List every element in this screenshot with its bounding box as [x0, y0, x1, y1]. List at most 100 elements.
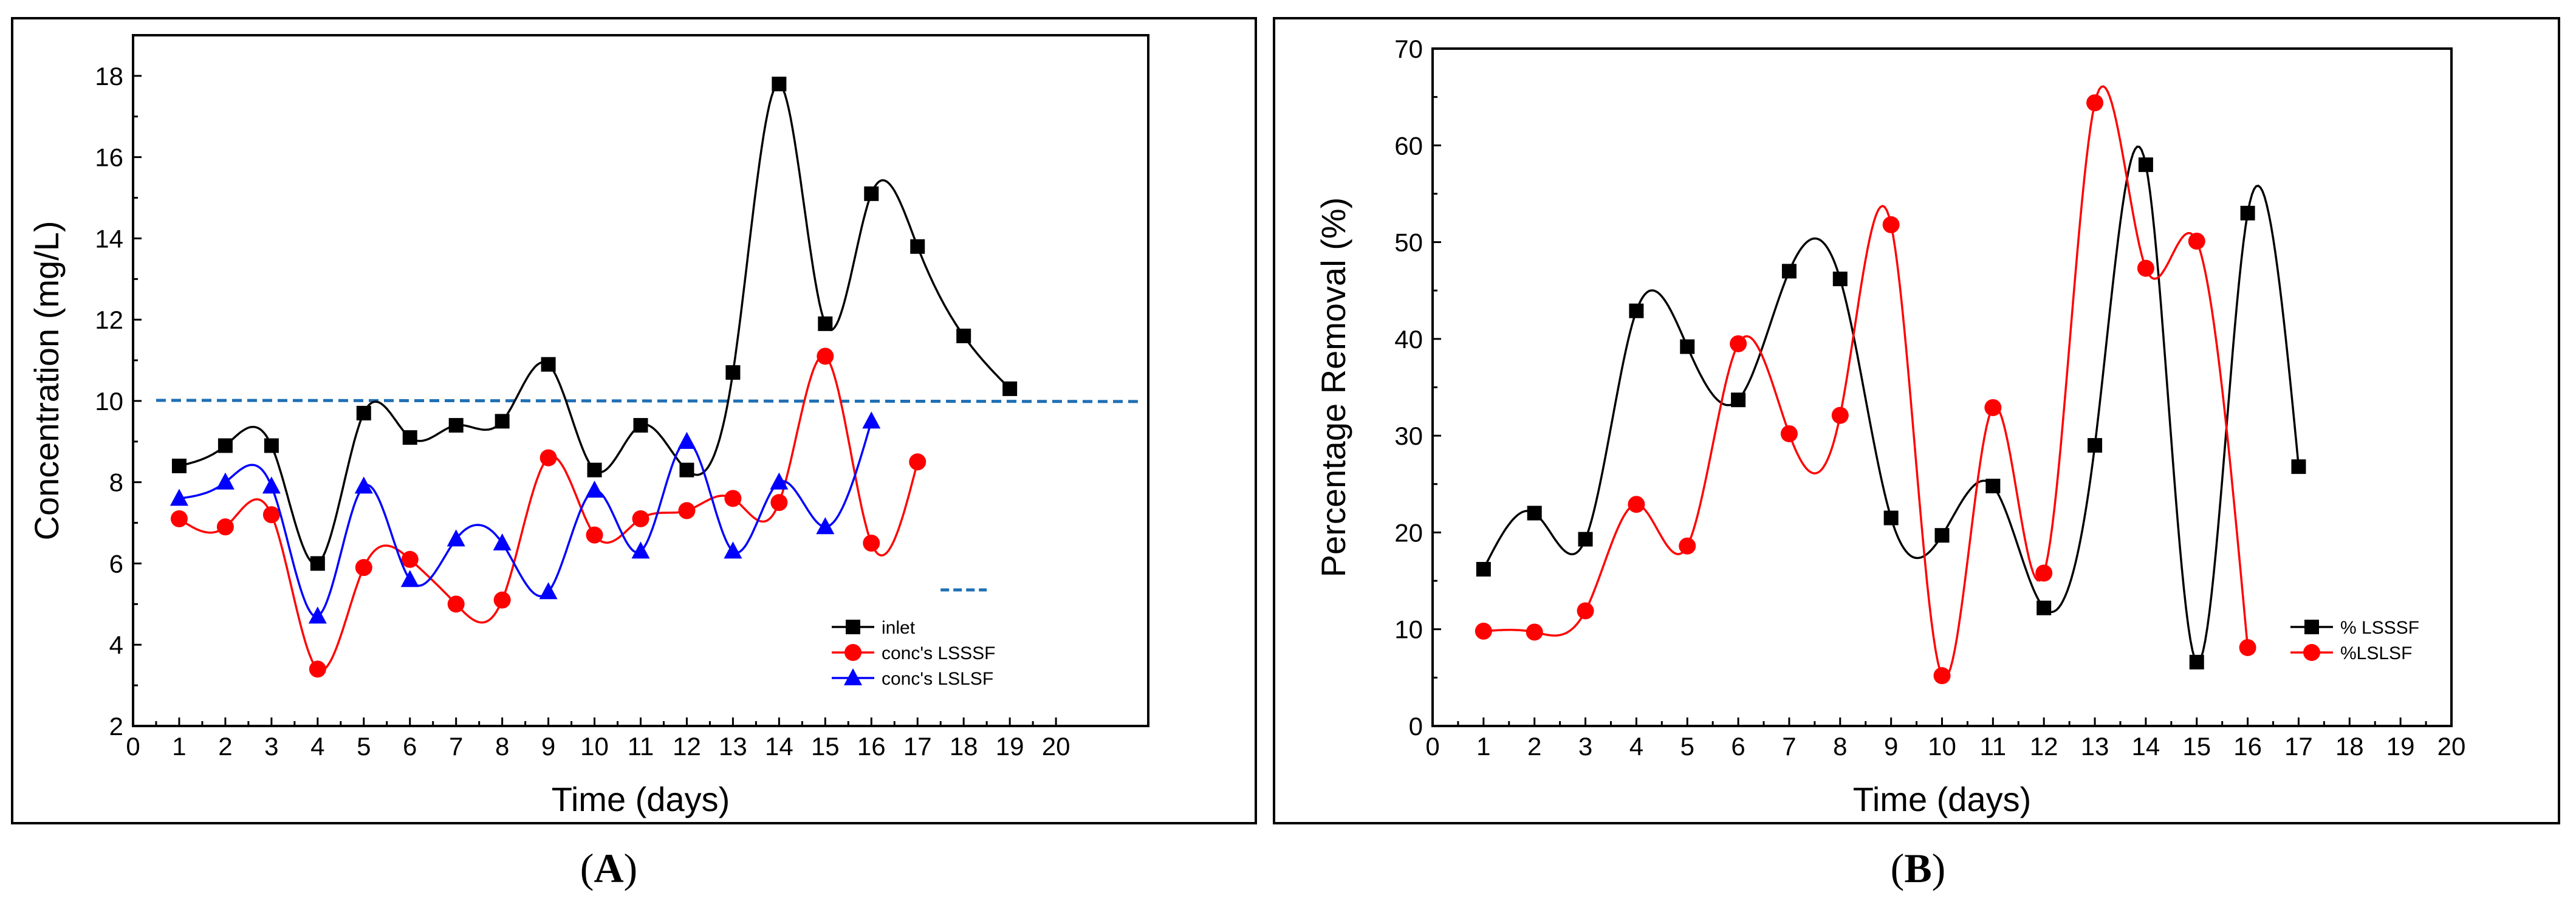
data-point-conc-s-lslsf [770, 472, 789, 490]
data-point-conc-s-lsssf [678, 502, 696, 519]
data-point-conc-s-lsssf [770, 494, 788, 512]
y-axis-title: Concentration (mg/L) [27, 221, 66, 540]
plot-area [1431, 47, 2453, 727]
data-point-conc-s-lslsf [447, 529, 465, 547]
x-tick-label: 19 [996, 732, 1024, 761]
x-tick-label: 8 [495, 732, 509, 761]
x-tick-label: 8 [1833, 732, 1847, 761]
y-tick-label: 70 [1394, 35, 1423, 63]
x-tick-label: 15 [811, 732, 840, 761]
data-point-inlet [910, 239, 925, 254]
data-point-inlet [679, 462, 694, 478]
data-point-lsssf [1629, 303, 1644, 318]
data-point-lsssf [1985, 478, 2001, 493]
data-point-lsssf [2291, 459, 2306, 474]
data-point-conc-s-lslsf [539, 582, 558, 600]
data-point-lslsf [1831, 406, 1849, 424]
data-point-inlet [495, 414, 510, 429]
data-point-conc-s-lslsf [816, 517, 835, 535]
data-point-conc-s-lsssf [447, 595, 465, 613]
data-point-lsssf [1578, 532, 1593, 547]
x-tick-label: 19 [2386, 732, 2415, 761]
data-point-lslsf [1730, 335, 1747, 352]
data-point-conc-s-lslsf [493, 533, 512, 551]
series-line-lslsf [1483, 85, 2249, 680]
y-tick-label: 50 [1394, 228, 1423, 257]
data-point-lslsf [2188, 232, 2205, 250]
x-tick-label: 1 [1476, 732, 1490, 761]
x-axis-title: Time (days) [1853, 780, 2032, 818]
series-inlet [171, 77, 1018, 571]
y-tick-label: 8 [109, 468, 123, 497]
data-point-lslsf [1475, 622, 1492, 640]
data-point-conc-s-lslsf [631, 541, 650, 559]
legend-marker [2303, 644, 2320, 661]
series-lslsf [1475, 85, 2256, 685]
data-point-inlet [264, 438, 279, 453]
data-point-conc-s-lslsf [216, 472, 235, 490]
y-tick-label: 16 [95, 143, 123, 172]
data-point-conc-s-lslsf [724, 541, 742, 559]
series-conc-s-lslsf [170, 411, 881, 624]
panel-frame [11, 17, 1257, 824]
data-point-lsssf [2138, 157, 2153, 173]
x-tick-label: 3 [264, 732, 278, 761]
legend-label: %LSLSF [2340, 643, 2412, 663]
x-tick-label: 6 [403, 732, 417, 761]
data-point-lslsf [1780, 425, 1798, 442]
data-point-inlet [218, 438, 233, 453]
data-point-conc-s-lsssf [724, 490, 742, 507]
y-tick-label: 2 [109, 712, 123, 741]
data-point-conc-s-lslsf [677, 431, 696, 449]
x-tick-label: 5 [357, 732, 371, 761]
data-point-lsssf [1476, 561, 1491, 577]
y-tick-label: 10 [95, 387, 123, 416]
x-tick-label: 14 [765, 732, 793, 761]
data-point-conc-s-lslsf [262, 476, 281, 494]
x-tick-label: 7 [1782, 732, 1796, 761]
x-tick-label: 17 [2284, 732, 2313, 761]
x-tick-label: 2 [1527, 732, 1541, 761]
y-tick-label: 0 [1409, 712, 1423, 741]
legend: inlet conc's LSSSF conc's LSLSF [832, 618, 995, 689]
x-tick-label: 20 [1042, 732, 1070, 761]
legend-label: % LSSSF [2340, 618, 2419, 638]
data-point-lslsf [1628, 496, 1645, 513]
data-point-conc-s-lsssf [909, 453, 927, 471]
plot-area [132, 34, 1149, 727]
data-point-conc-s-lslsf [170, 488, 188, 506]
x-tick-label: 16 [857, 732, 886, 761]
data-point-conc-s-lsssf [586, 526, 603, 544]
data-point-lsssf [2189, 654, 2204, 669]
data-point-lsssf [1680, 339, 1695, 354]
legend-marker [846, 620, 860, 634]
x-tick-label: 4 [310, 732, 324, 761]
y-tick-label: 10 [1394, 615, 1423, 644]
x-tick-label: 10 [580, 732, 609, 761]
data-point-lsssf [2088, 438, 2103, 453]
series-line-conc-s-lsssf [179, 354, 919, 672]
legend-marker [844, 668, 862, 685]
y-tick-label: 18 [95, 62, 123, 91]
data-point-lsssf [1832, 272, 1848, 287]
y-tick-label: 60 [1394, 131, 1423, 160]
data-point-inlet [541, 357, 556, 372]
chart-panel-a: 0 1 2 3 4 5 6 7 8 9 10 11 12 13 14 15 16 17 18 19 2024681012… [11, 17, 1257, 891]
data-point-lsssf [1731, 392, 1746, 408]
series-conc-s-lsssf [170, 348, 927, 678]
x-tick-label: 16 [2233, 732, 2262, 761]
x-tick-label: 3 [1578, 732, 1592, 761]
data-point-lslsf [2086, 94, 2104, 112]
data-point-inlet [818, 316, 833, 331]
legend-marker [2304, 620, 2319, 634]
data-point-lslsf [1526, 623, 1543, 641]
y-tick-label: 14 [95, 224, 123, 253]
y-tick-label: 20 [1394, 518, 1423, 547]
x-tick-label: 12 [2030, 732, 2058, 761]
y-tick-label: 4 [109, 631, 123, 659]
x-tick-label: 7 [449, 732, 463, 761]
data-point-inlet [310, 556, 325, 571]
x-tick-label: 1 [172, 732, 186, 761]
legend-label: conc's LSSSF [882, 643, 995, 663]
data-point-conc-s-lslsf [354, 476, 373, 494]
